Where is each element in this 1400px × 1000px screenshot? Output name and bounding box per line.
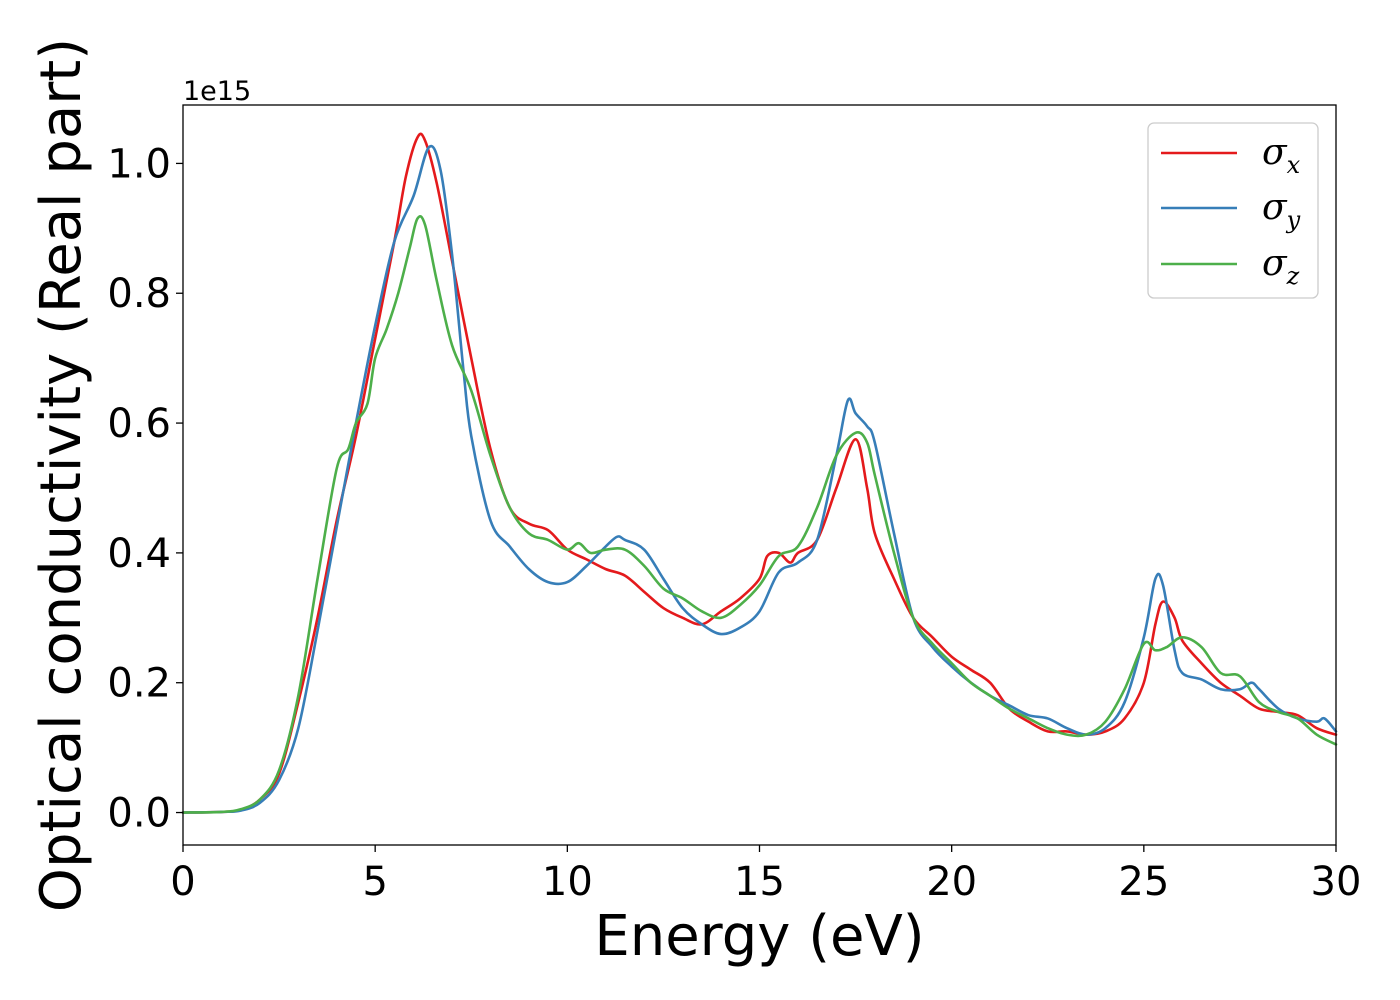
- x-tick-label: 25: [1118, 859, 1169, 905]
- x-tick-label: 5: [362, 859, 387, 905]
- x-tick-label: 30: [1311, 859, 1362, 905]
- y-tick-label: 0.4: [107, 531, 171, 577]
- y-axis: 0.0 0.2 0.4 0.6 0.8 1.0: [107, 141, 183, 837]
- x-tick-label: 20: [926, 859, 977, 905]
- x-tick-label: 0: [170, 859, 195, 905]
- y-tick-label: 1.0: [107, 141, 171, 187]
- legend-label-x: σx: [1262, 132, 1301, 179]
- x-axis-label: Energy (eV): [594, 904, 924, 969]
- x-axis: 0 5 10 15 20 25 30: [170, 845, 1361, 905]
- legend-box: [1147, 122, 1319, 299]
- legend: σx σy σz: [1147, 122, 1319, 299]
- y-tick-label: 0.2: [107, 661, 171, 707]
- y-tick-label: 0.6: [107, 401, 171, 447]
- series-layer: [181, 132, 1338, 814]
- x-tick-label: 10: [542, 859, 593, 905]
- y-axis-label: Optical conductivity (Real part): [29, 38, 94, 912]
- series-line-z: [181, 215, 1338, 814]
- legend-label-z: σz: [1262, 243, 1300, 290]
- y-tick-label: 0.8: [107, 271, 171, 317]
- y-tick-label: 0.0: [107, 791, 171, 837]
- series-line-y: [181, 144, 1338, 814]
- y-offset-label: 1e15: [183, 76, 251, 107]
- legend-label-y: σy: [1262, 187, 1301, 234]
- x-tick-label: 15: [734, 859, 785, 905]
